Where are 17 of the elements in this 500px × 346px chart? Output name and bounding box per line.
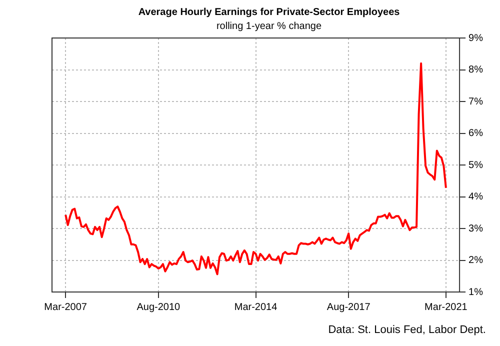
y-tick-label: 7% — [468, 96, 484, 108]
x-tick-label: Aug-2017 — [326, 302, 371, 313]
text: Data: St. Louis Fed, Labor Dept. — [328, 324, 486, 336]
y-tick-label: 3% — [468, 223, 484, 234]
y-tick-label: 8% — [468, 64, 484, 76]
y-tick-label: 1% — [468, 286, 484, 298]
chart-subtitle: rolling 1-year % change — [216, 20, 322, 32]
y-tick-label: 9% — [468, 32, 484, 44]
y-tick-label: 5% — [468, 160, 484, 171]
x-tick-label: Mar-2021 — [424, 302, 468, 313]
chart-title: Average Hourly Earnings for Private-Sector Employees — [138, 6, 400, 18]
y-tick-label: 2% — [468, 255, 484, 266]
y-tick-label: 4% — [468, 192, 484, 202]
y-tick-label: 6% — [468, 128, 484, 139]
x-tick-label: Aug-2010 — [136, 302, 181, 313]
x-tick-label: Mar-2014 — [234, 302, 278, 313]
x-tick-label: Mar-2007 — [44, 302, 88, 313]
